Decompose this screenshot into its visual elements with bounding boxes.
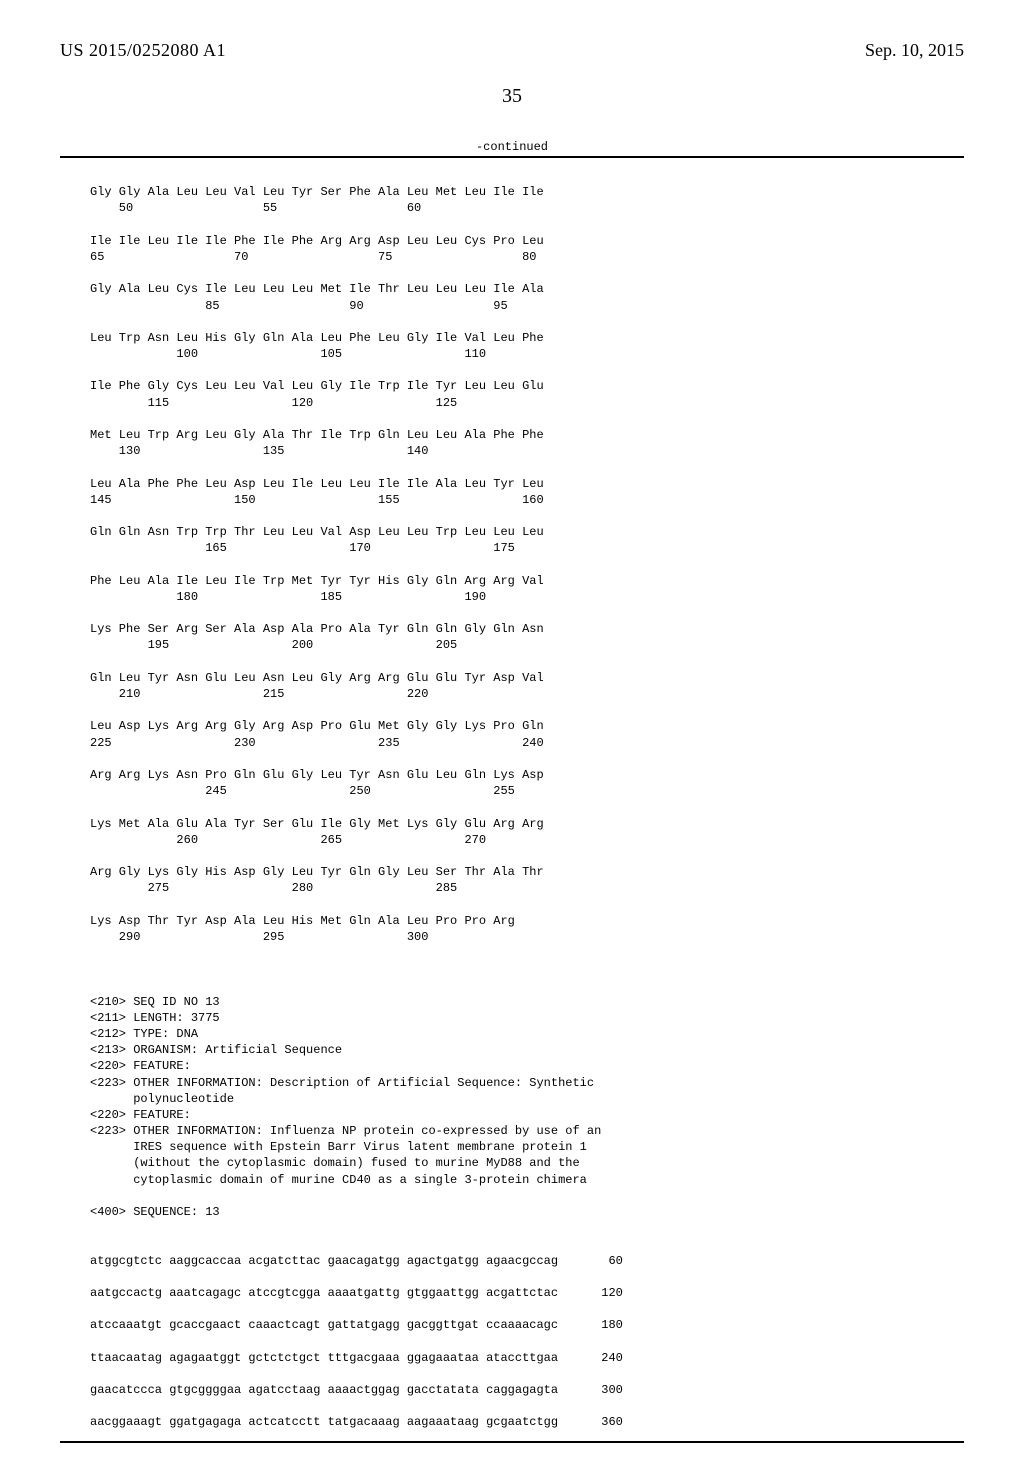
header-row: US 2015/0252080 A1 Sep. 10, 2015 (60, 40, 964, 61)
publication-number: US 2015/0252080 A1 (60, 40, 226, 61)
publication-date: Sep. 10, 2015 (865, 40, 964, 61)
sequence-block: Gly Gly Ala Leu Leu Val Leu Tyr Ser Phe … (60, 156, 964, 1443)
continued-label: -continued (60, 140, 964, 154)
page-number: 35 (60, 85, 964, 108)
protein-sequence: Gly Gly Ala Leu Leu Val Leu Tyr Ser Phe … (90, 185, 544, 944)
sequence-metadata: <210> SEQ ID NO 13 <211> LENGTH: 3775 <2… (90, 995, 601, 1219)
dna-sequence: atggcgtctc aaggcaccaa acgatcttac gaacaga… (90, 1254, 623, 1430)
